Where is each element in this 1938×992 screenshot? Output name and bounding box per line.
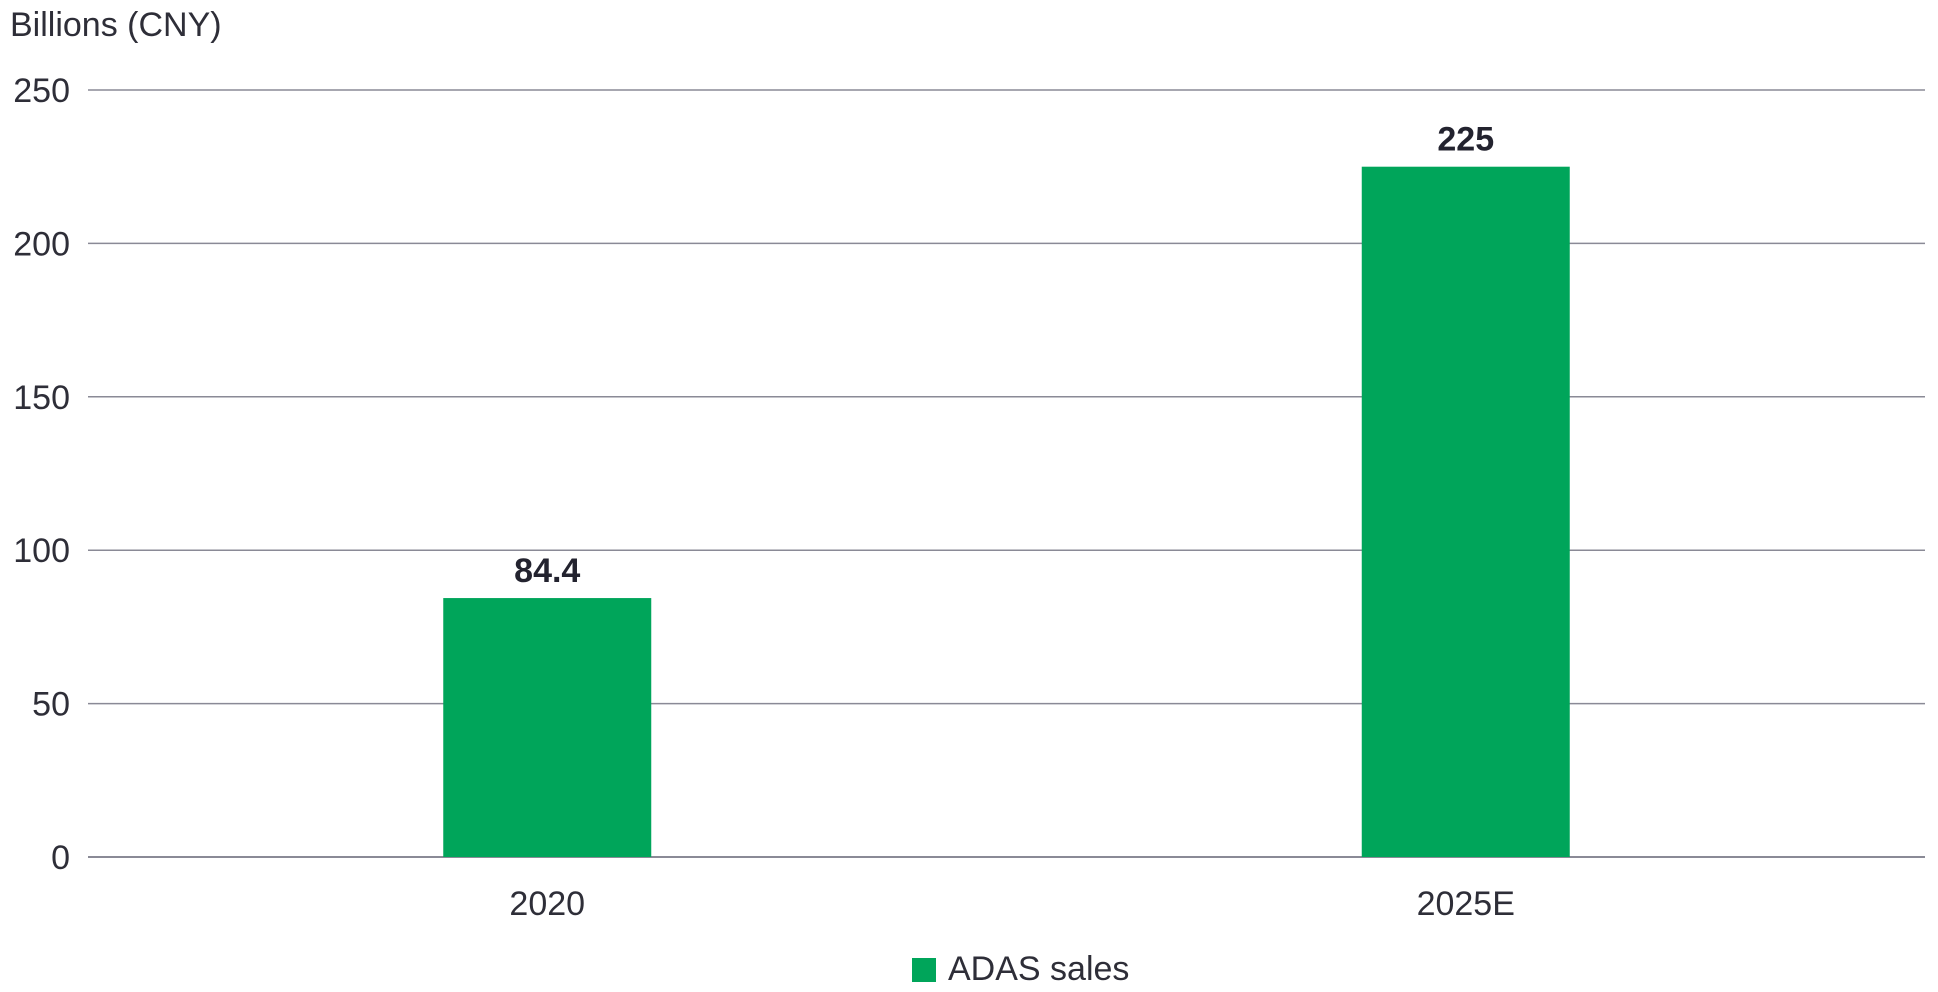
gridlines — [88, 89, 1925, 858]
y-tick-label: 50 — [32, 686, 70, 724]
legend-label-adas-sales: ADAS sales — [948, 950, 1129, 988]
bars — [443, 166, 1570, 857]
y-tick-label: 150 — [13, 379, 70, 417]
legend: ADAS sales — [912, 950, 1129, 988]
y-tick-label: 0 — [51, 839, 70, 877]
y-axis-ticks: 0 50 100 150 200 250 — [13, 72, 70, 877]
data-label-2020: 84.4 — [514, 552, 580, 590]
bar-2025E — [1361, 166, 1570, 857]
bar-2020 — [443, 598, 652, 857]
x-tick-label-2025E: 2025E — [1417, 885, 1515, 923]
y-tick-label: 250 — [13, 72, 70, 110]
data-label-2025E: 225 — [1437, 121, 1494, 159]
y-tick-label: 100 — [13, 532, 70, 570]
x-tick-label-2020: 2020 — [509, 885, 585, 923]
x-axis-ticks: 2020 2025E — [509, 885, 1514, 923]
y-tick-label: 200 — [13, 225, 70, 263]
data-labels: 84.4 225 — [514, 121, 1494, 590]
legend-swatch-adas-sales — [912, 958, 936, 982]
y-axis-label: Billions (CNY) — [10, 6, 222, 44]
